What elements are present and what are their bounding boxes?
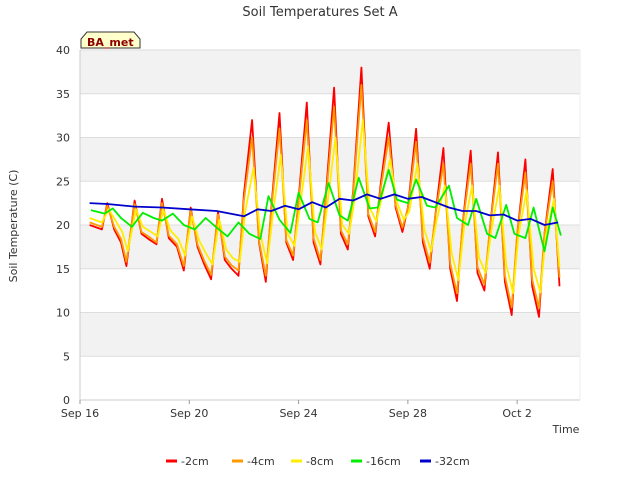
legend-label: -8cm xyxy=(306,455,334,468)
legend-label: -2cm xyxy=(181,455,209,468)
plot-band xyxy=(80,312,580,357)
legend-label: -32cm xyxy=(435,455,470,468)
x-tick-label: Oct 2 xyxy=(502,407,532,420)
y-tick-label: 40 xyxy=(56,44,70,57)
series-line-32cmcm xyxy=(89,193,559,226)
x-tick-label: Sep 20 xyxy=(170,407,208,420)
legend: -2cm -4cm -8cm -16cm -32cm xyxy=(166,455,470,468)
y-tick-label: 30 xyxy=(56,132,70,145)
station-badge: BA_met xyxy=(80,31,141,49)
y-tick-labels: 0 5 10 15 20 25 30 35 40 xyxy=(56,44,70,407)
y-tick-label: 5 xyxy=(63,350,70,363)
y-tick-label: 0 xyxy=(63,394,70,407)
badge-shape xyxy=(80,31,141,49)
y-axis-title: Soil Temperature (C) xyxy=(7,170,20,283)
chart-title: Soil Temperatures Set A xyxy=(242,5,397,20)
x-axis-title: Time xyxy=(552,423,580,436)
y-tick-label: 10 xyxy=(56,307,70,320)
y-tick-label: 25 xyxy=(56,175,70,188)
series-layer xyxy=(89,66,562,318)
y-tick-label: 35 xyxy=(56,88,70,101)
y-tick-label: 20 xyxy=(56,219,70,232)
series-line-16cmcm xyxy=(90,168,562,253)
legend-label: -4cm xyxy=(247,455,275,468)
x-tick-label: Sep 24 xyxy=(279,407,317,420)
y-tick-label: 15 xyxy=(56,263,70,276)
x-tick-labels: Sep 16 Sep 20 Sep 24 Sep 28 Oct 2 xyxy=(61,400,532,420)
series-line-8cmcm xyxy=(89,119,561,295)
badge-label: BA_met xyxy=(87,36,134,49)
axes xyxy=(79,50,581,401)
legend-label: -16cm xyxy=(366,455,401,468)
series-line-4cmcm xyxy=(89,84,561,310)
x-tick-label: Sep 28 xyxy=(389,407,427,420)
plot-band xyxy=(80,50,580,94)
x-tick-label: Sep 16 xyxy=(61,407,99,420)
